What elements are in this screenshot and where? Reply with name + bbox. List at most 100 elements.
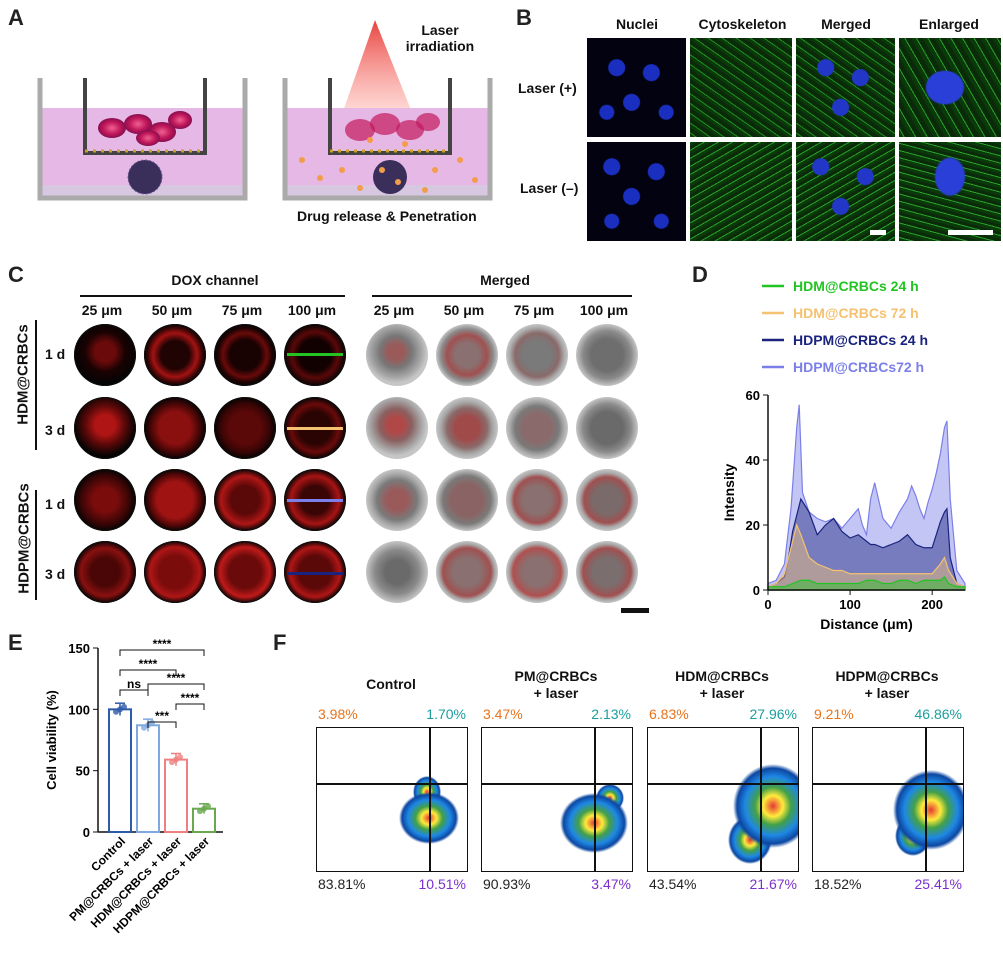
spheroid-merged [366,324,428,386]
row-label-laser-minus: Laser (–) [520,180,579,196]
significance-label: **** [139,657,158,671]
spheroid-dox [74,469,136,531]
quadrant-percentage: 6.83% [649,706,689,722]
micrograph-merged-laser-minus [796,142,895,241]
spheroid-dox [74,397,136,459]
spheroid-merged [576,397,638,459]
scale-bar [948,230,993,235]
significance-bracket [147,721,177,728]
data-point [177,754,183,761]
data-point [121,703,127,710]
flow-plot-title: HDPM@CRBCs + laser [835,668,939,701]
micrograph-enlarged-laser-plus [899,38,1001,137]
spheroid-merged [576,469,638,531]
line-profile-chart: HDM@CRBCs 24 h HDM@CRBCs 72 h HDPM@CRBCs 2… [721,278,966,632]
significance-bracket [175,703,205,710]
panel-label-e: E [8,630,23,655]
flow-plot-title: PM@CRBCs + laser [514,668,598,701]
micrograph-cytoskeleton-laser-minus [690,142,792,241]
merged-header: Merged [480,272,530,288]
y-tick-label: 40 [746,453,760,468]
gate-vertical-line [760,728,762,871]
dox-channel-header: DOX channel [171,272,259,288]
series-area [767,497,966,591]
spheroid-merged [506,324,568,386]
spheroid-dox [74,541,136,603]
spheroid-dox [214,324,276,386]
quadrant-percentage: 10.51% [418,876,466,892]
quadrant-percentage: 3.98% [318,706,358,722]
spheroid-merged [576,541,638,603]
significance-bracket [147,683,205,690]
spheroid-merged [436,469,498,531]
significance-label: **** [181,691,200,705]
flow-cytometry-plot [316,727,468,872]
column-header-merged: Merged [821,16,871,32]
panel-label-c: C [8,262,24,287]
laser-irradiation-text: Laser irradiation [405,22,475,54]
gate-vertical-line [594,728,596,871]
gate-horizontal-line [482,783,632,785]
quadrant-percentage: 21.67% [749,876,797,892]
series-area [767,523,966,591]
quadrant-percentage: 3.47% [483,706,523,722]
quadrant-percentage: 46.86% [914,706,962,722]
depth-label: 50 μm [443,302,485,318]
spheroid-merged [436,397,498,459]
micrograph-enlarged-laser-minus [899,142,1001,241]
line-profile-hdpm-24h [287,499,343,502]
flow-plot-title: Control [366,676,416,692]
spheroid-merged [506,397,568,459]
quadrant-percentage: 27.96% [749,706,797,722]
micrograph-nuclei-laser-minus [587,142,686,241]
x-tick-label: 0 [764,597,771,612]
y-tick-label: 60 [746,388,760,403]
bar [164,758,188,833]
significance-label: **** [167,671,186,685]
series-area [767,576,966,591]
micrograph-cytoskeleton-laser-plus [690,38,792,137]
spheroid-merged [436,324,498,386]
group-label-hdm: HDM@CRBCs [14,324,32,425]
panel-label-f: F [273,630,287,655]
y-axis-label: Intensity [721,464,737,522]
scale-bar [621,608,649,613]
well-right [282,20,493,201]
gate-horizontal-line [648,783,798,785]
micrograph-nuclei-laser-plus [587,38,686,137]
quadrant-percentage: 90.93% [483,876,531,892]
depth-label: 100 μm [287,302,337,318]
depth-label: 100 μm [579,302,629,318]
significance-bracket [119,649,205,656]
quadrant-percentage: 9.21% [814,706,854,722]
significance-label: ns [127,677,141,691]
flow-cytometry-plot [812,727,964,872]
quadrant-percentage: 43.54% [649,876,697,892]
quadrant-percentage: 1.70% [426,706,466,722]
quadrant-percentage: 3.47% [591,876,631,892]
spheroid-dox [214,541,276,603]
significance-bracket [119,669,177,676]
bar [136,724,160,833]
group-bracket [35,320,37,450]
x-tick-label: 100 [839,597,861,612]
column-header-enlarged: Enlarged [919,16,979,32]
gate-vertical-line [925,728,927,871]
depth-label: 75 μm [513,302,555,318]
day-label: 3 d [45,422,66,438]
spheroid-merged [506,469,568,531]
gate-vertical-line [429,728,431,871]
flow-cytometry-plot [647,727,799,872]
spheroid-dox [144,324,206,386]
group-bracket [35,490,37,600]
significance-bracket [119,689,149,696]
group-underline [80,295,345,297]
panel-label-b: B [516,5,532,30]
spheroid-dox [214,469,276,531]
x-tick-label: 200 [921,597,943,612]
line-profile-hdm-72h [287,427,343,430]
significance-label: *** [155,709,169,723]
x-axis-label: Distance (μm) [820,616,913,632]
day-label: 1 d [45,496,66,512]
